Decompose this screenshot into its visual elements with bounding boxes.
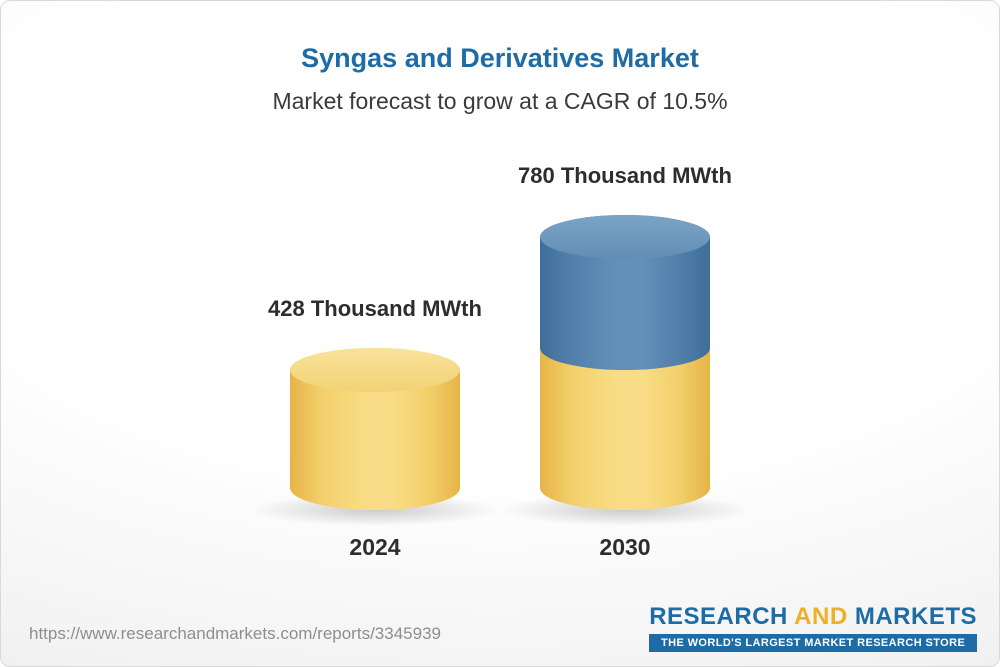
page-subtitle: Market forecast to grow at a CAGR of 10.…: [272, 88, 728, 114]
bar-group-2030: 780 Thousand MWth 2030: [500, 163, 750, 561]
chart-area: 428 Thousand MWth 2024 780 Thousand MWth…: [1, 163, 999, 561]
category-label-2030: 2030: [599, 534, 651, 560]
category-label-2024: 2024: [349, 534, 401, 560]
research-and-markets-logo: RESEARCH AND MARKETS THE WORLD'S LARGEST…: [649, 603, 977, 652]
page-title: Syngas and Derivatives Market: [301, 43, 699, 73]
logo-word-research: RESEARCH: [649, 603, 788, 630]
footer: https://www.researchandmarkets.com/repor…: [1, 603, 999, 652]
cylinder-2024: [250, 348, 500, 526]
cylinder-2030-base-segment: [540, 348, 710, 510]
bar-group-2024: 428 Thousand MWth 2024: [250, 296, 500, 561]
logo-word-markets: MARKETS: [854, 603, 977, 630]
logo-word-and: AND: [794, 603, 848, 630]
report-url: https://www.researchandmarkets.com/repor…: [29, 624, 441, 643]
cylinder-2024-segment: [290, 348, 460, 510]
logo-wordmark: RESEARCH AND MARKETS: [649, 603, 977, 631]
cylinder-2030: [500, 215, 750, 526]
logo-tagline: THE WORLD'S LARGEST MARKET RESEARCH STOR…: [649, 634, 977, 652]
value-label-2030: 780 Thousand MWth: [518, 163, 732, 188]
value-label-2024: 428 Thousand MWth: [268, 296, 482, 321]
cylinder-2030-growth-segment: [540, 215, 710, 370]
